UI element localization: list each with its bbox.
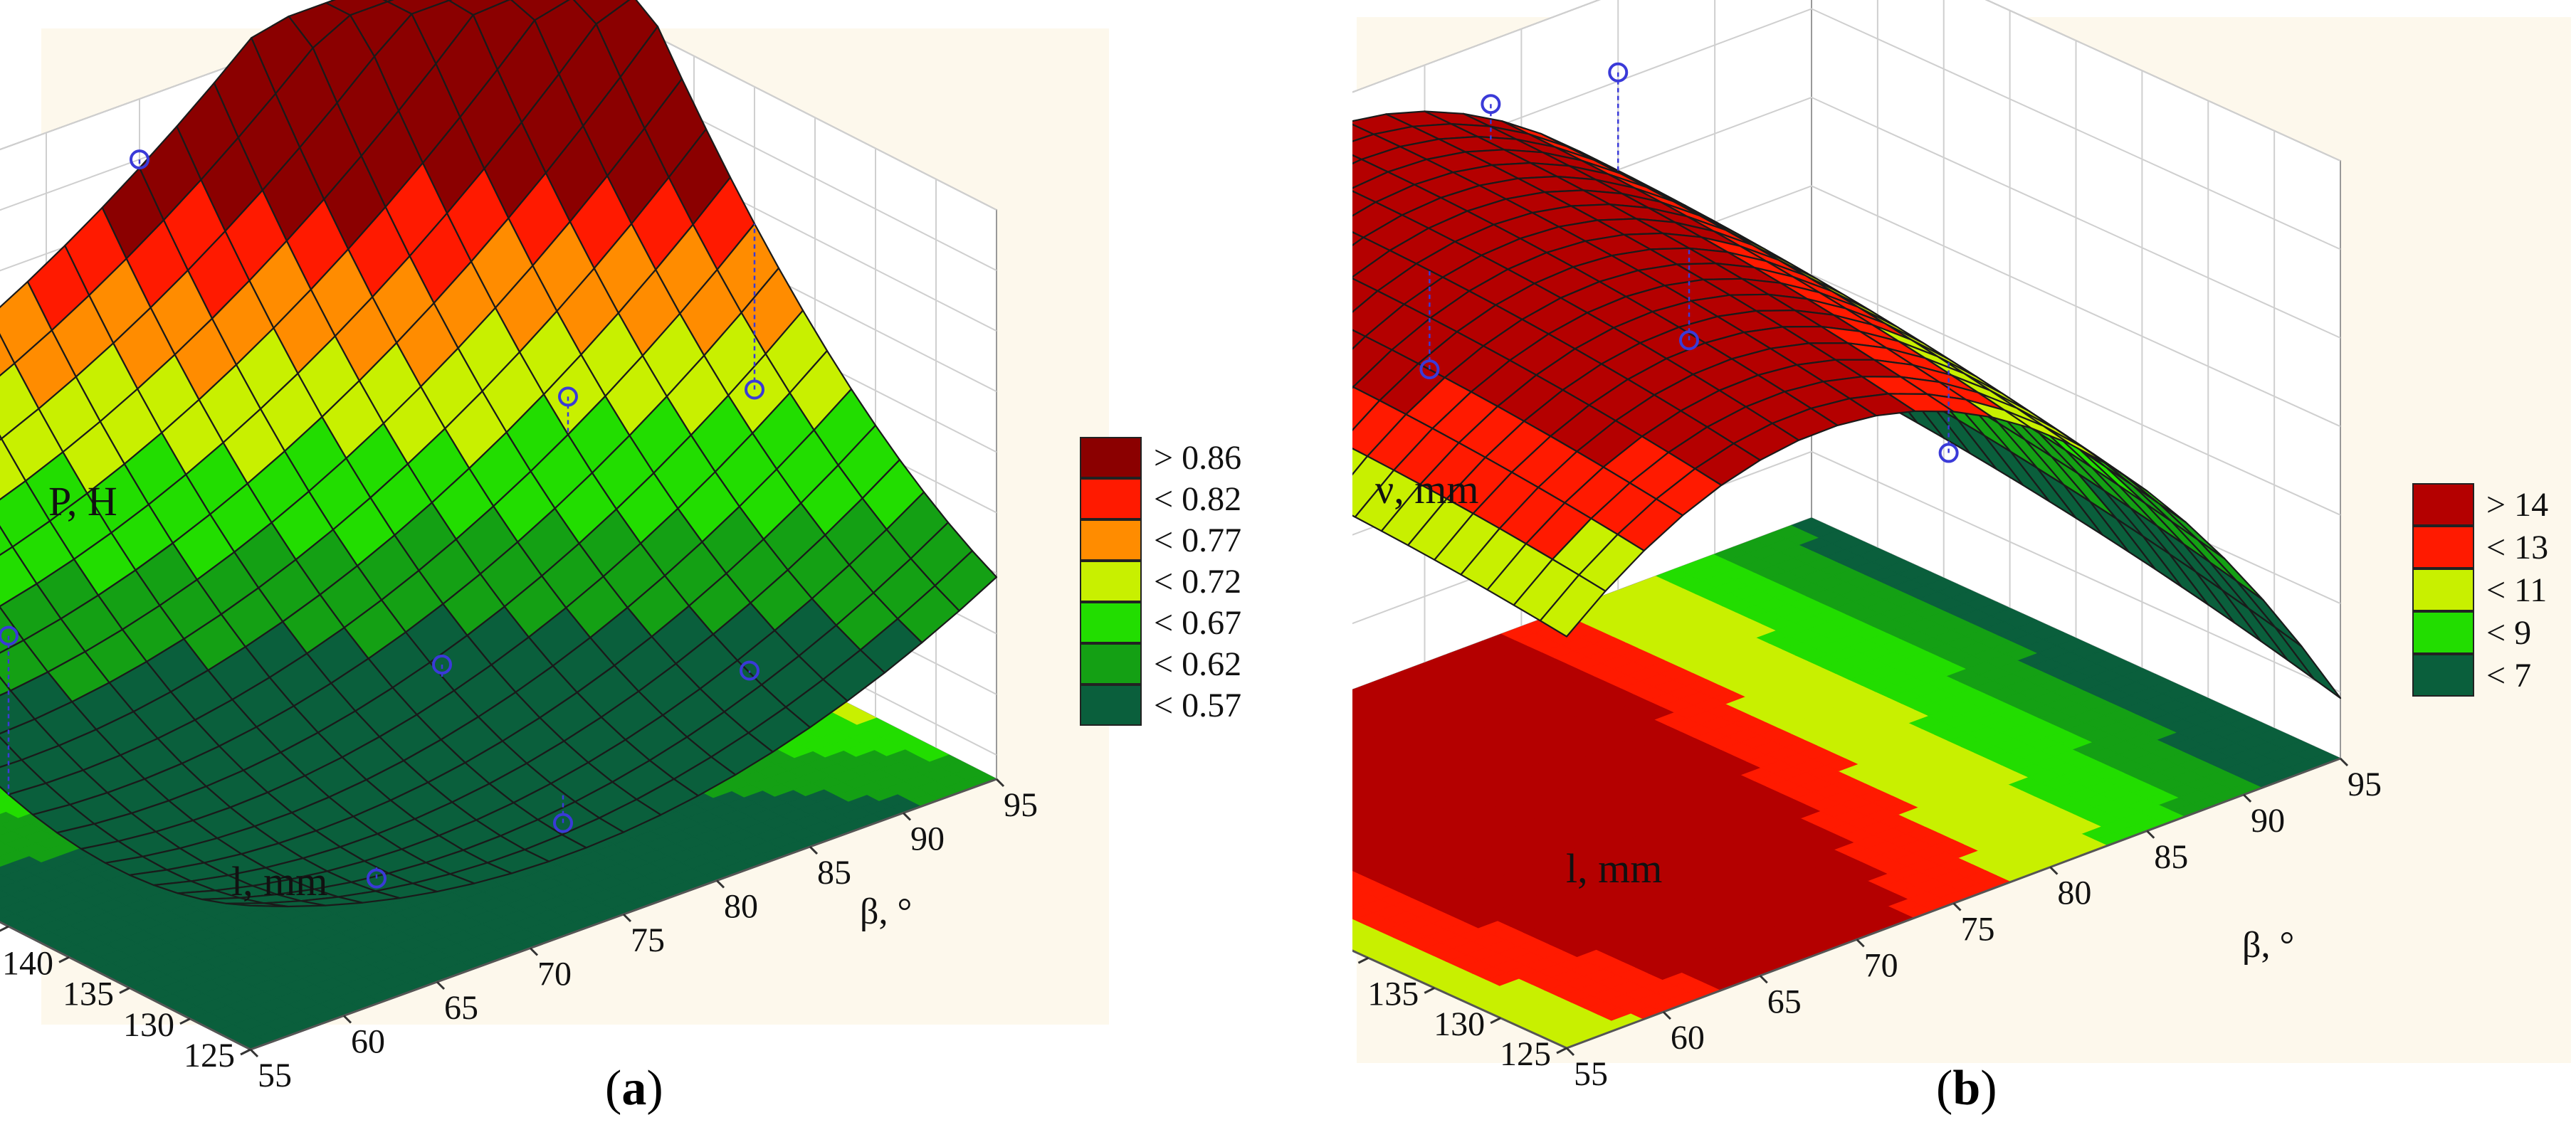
b-x-axis-label: β, ° bbox=[2242, 925, 2294, 966]
b-x-tick-label: 90 bbox=[2251, 802, 2285, 840]
b-legend-label: < 11 bbox=[2486, 571, 2547, 609]
a-legend-swatch bbox=[1081, 561, 1141, 601]
b-x-tick-label: 80 bbox=[2057, 874, 2091, 912]
b-y-tick-label: 130 bbox=[1434, 1005, 1485, 1043]
caption-a: (a) bbox=[605, 1060, 663, 1117]
caption-a-letter: a bbox=[621, 1061, 646, 1116]
a-x-tick-label: 95 bbox=[1004, 786, 1038, 824]
chart-b: 4681012141612513013514014515015516016555… bbox=[1352, 0, 2576, 1143]
a-x-tick-label: 75 bbox=[631, 921, 665, 959]
chart-a-svg: 0.500.550.600.650.700.750.800.850.900.95… bbox=[0, 0, 1281, 1143]
b-y-tick-label: 135 bbox=[1367, 976, 1419, 1013]
b-x-tick-label: 60 bbox=[1671, 1019, 1705, 1057]
a-x-tick-label: 55 bbox=[258, 1057, 292, 1094]
a-legend-swatch bbox=[1081, 479, 1141, 519]
b-legend-label: > 14 bbox=[2486, 486, 2548, 524]
a-legend-label: < 0.67 bbox=[1154, 604, 1241, 642]
b-legend-label: < 13 bbox=[2486, 529, 2548, 566]
a-x-tick-label: 65 bbox=[444, 989, 478, 1027]
a-legend-swatch bbox=[1081, 685, 1141, 725]
a-legend-label: < 0.57 bbox=[1154, 687, 1241, 724]
b-x-tick-label: 65 bbox=[1767, 983, 1802, 1020]
a-x-tick bbox=[251, 1050, 258, 1057]
a-x-tick-label: 90 bbox=[910, 820, 945, 858]
b-x-tick-label: 55 bbox=[1574, 1055, 1608, 1093]
a-x-tick-label: 80 bbox=[724, 888, 758, 926]
a-x-tick-label: 60 bbox=[351, 1023, 385, 1061]
a-legend-label: > 0.86 bbox=[1154, 439, 1241, 477]
a-x-tick-label: 85 bbox=[817, 854, 851, 892]
a-legend-label: < 0.82 bbox=[1154, 480, 1241, 518]
b-z-axis-label: ν, mm bbox=[1375, 466, 1478, 512]
b-x-tick-label: 70 bbox=[1864, 946, 1898, 984]
caption-b-letter: b bbox=[1952, 1061, 1980, 1116]
a-y-tick-label: 130 bbox=[123, 1006, 174, 1044]
b-legend-swatch bbox=[2413, 569, 2474, 610]
a-x-tick-label: 70 bbox=[537, 956, 572, 993]
a-y-tick bbox=[0, 926, 9, 931]
chart-b-svg: 4681012141612513013514014515015516016555… bbox=[1352, 0, 2576, 1143]
a-legend-label: < 0.77 bbox=[1154, 522, 1241, 559]
b-y-tick-label: 125 bbox=[1500, 1035, 1551, 1073]
chart-a: 0.500.550.600.650.700.750.800.850.900.95… bbox=[0, 0, 1281, 1143]
b-y-axis-label: l, mm bbox=[1566, 845, 1662, 892]
a-y-tick bbox=[241, 1050, 251, 1054]
b-legend-swatch bbox=[2413, 527, 2474, 568]
b-x-tick-label: 95 bbox=[2348, 766, 2382, 803]
b-legend-label: < 9 bbox=[2486, 614, 2531, 652]
a-legend-swatch bbox=[1081, 438, 1141, 477]
a-y-tick-label: 135 bbox=[63, 976, 114, 1013]
b-legend-swatch bbox=[2413, 484, 2474, 525]
b-legend-label: < 7 bbox=[2486, 657, 2531, 694]
a-y-axis-label: l, mm bbox=[231, 858, 327, 904]
b-legend-swatch bbox=[2413, 612, 2474, 653]
a-y-tick-label: 125 bbox=[184, 1037, 235, 1074]
a-legend-label: < 0.62 bbox=[1154, 645, 1241, 683]
a-legend-swatch bbox=[1081, 644, 1141, 684]
a-x-axis-label: β, ° bbox=[860, 892, 912, 932]
b-legend-swatch bbox=[2413, 655, 2474, 696]
a-legend-swatch bbox=[1081, 603, 1141, 643]
b-x-tick-label: 85 bbox=[2154, 838, 2188, 876]
a-y-tick-label: 140 bbox=[2, 944, 53, 982]
a-legend-label: < 0.72 bbox=[1154, 563, 1241, 601]
b-x-tick-label: 75 bbox=[1961, 911, 1995, 948]
a-legend-swatch bbox=[1081, 520, 1141, 560]
a-z-axis-label: P, H bbox=[48, 478, 117, 524]
caption-b: (b) bbox=[1936, 1060, 1997, 1117]
